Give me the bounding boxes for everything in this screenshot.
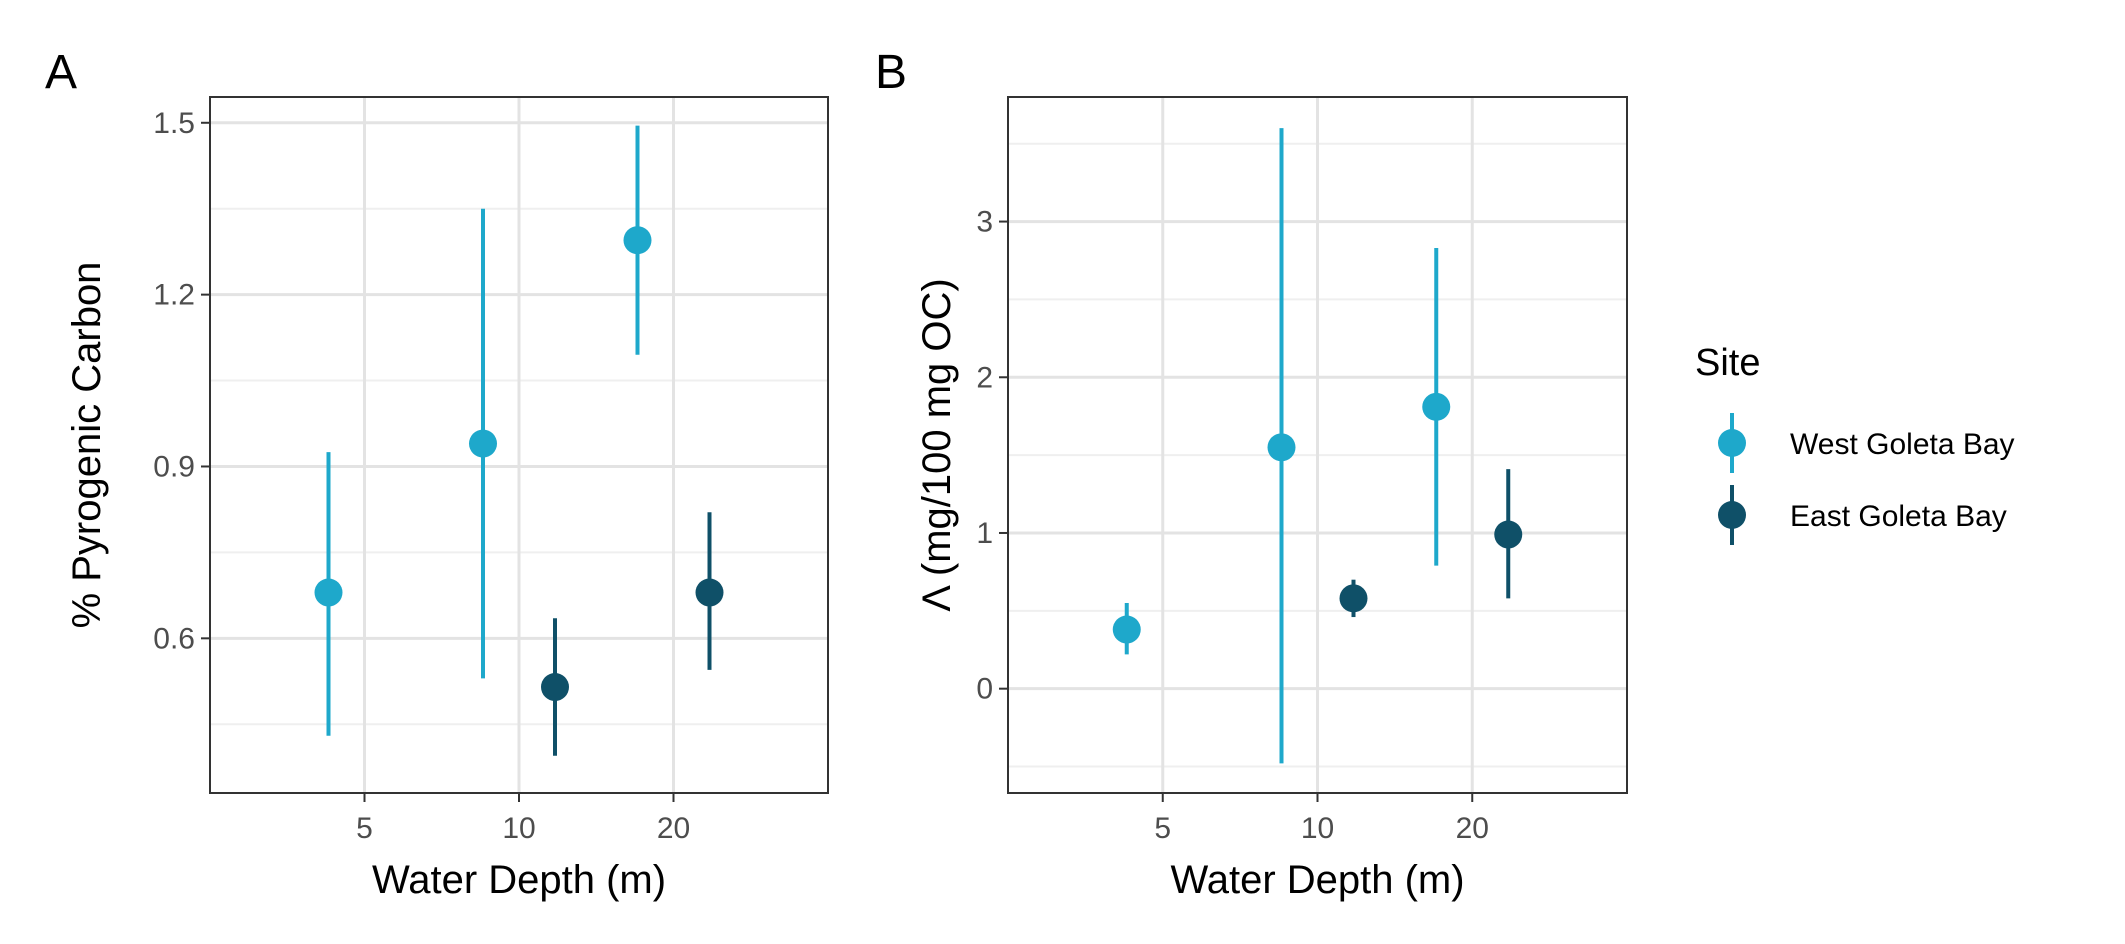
panel-label: B (875, 46, 907, 99)
x-tick-label: 10 (502, 812, 535, 845)
y-tick-label: 2 (976, 361, 993, 394)
y-tick-label: 0.9 (153, 450, 195, 483)
data-point (1494, 520, 1523, 549)
data-point (469, 429, 497, 458)
y-tick-label: 1.2 (153, 279, 195, 312)
y-tick-label: 0.6 (153, 622, 195, 655)
data-point (1422, 392, 1451, 421)
data-point (1339, 584, 1368, 613)
x-axis-title: Water Depth (m) (372, 858, 666, 902)
y-axis-title: Λ (mg/100 mg OC) (915, 278, 959, 611)
legend-title: Site (1695, 342, 1760, 384)
y-tick-label: 3 (976, 206, 993, 239)
legend-label: West Goleta Bay (1790, 428, 2015, 461)
data-point (541, 673, 569, 702)
y-axis-title: % Pyrogenic Carbon (65, 262, 109, 629)
legend-key-point (1718, 501, 1746, 529)
y-tick-label: 0 (976, 673, 993, 706)
data-point (623, 226, 652, 255)
panel-b: 0 1 2 3 5 10 20 Water Depth (m) Λ (mg/100 mg OC)… (875, 46, 1628, 902)
y-tick-label: 1 (976, 517, 993, 550)
x-tick-label: 5 (1154, 812, 1171, 845)
y-tick-label: 1.5 (153, 107, 195, 140)
data-point (1112, 615, 1141, 644)
x-tick-label: 5 (356, 812, 373, 845)
legend-label: East Goleta Bay (1790, 500, 2007, 533)
x-axis-title: Water Depth (m) (1170, 858, 1464, 902)
data-point (695, 578, 724, 607)
panel-a: 0.6 0.9 1.2 1.5 5 10 20 Water Depth (m) % Pyroge… (45, 46, 829, 902)
legend: Site West Goleta Bay East Goleta Bay (1695, 342, 2015, 545)
data-point (314, 578, 343, 607)
x-tick-label: 20 (657, 812, 690, 845)
x-tick-label: 20 (1456, 812, 1489, 845)
x-tick-label: 10 (1301, 812, 1334, 845)
panel-label: A (45, 46, 77, 99)
data-point (1267, 433, 1296, 462)
legend-key-point (1718, 429, 1746, 457)
